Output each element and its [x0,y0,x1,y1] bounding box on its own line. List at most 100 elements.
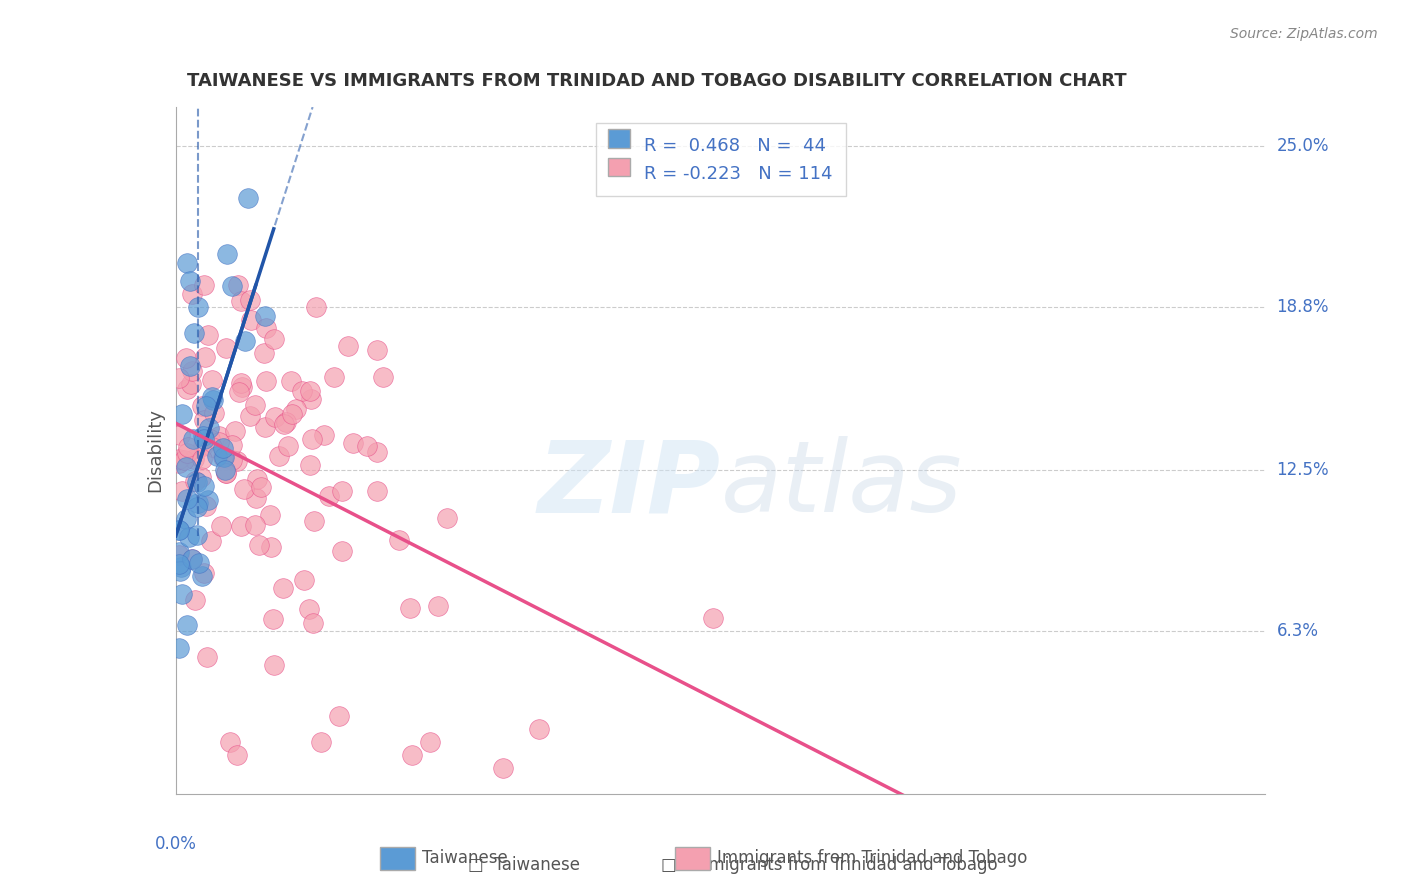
Immigrants from Trinidad and Tobago [201,441,224,455]
Immigrants from Trinidad and Tobago [371,370,394,384]
Immigrants from Trinidad and Tobago [221,453,243,467]
Legend: R =  0.468   N =  44, R = -0.223   N = 114: R = 0.468 N = 44, R = -0.223 N = 114 [596,123,845,196]
Immigrants from Trinidad and Tobago [267,450,290,464]
Immigrants from Trinidad and Tobago [263,657,285,672]
Immigrants from Trinidad and Tobago [388,533,411,547]
Immigrants from Trinidad and Tobago [253,346,276,360]
Taiwanese [193,479,215,493]
Immigrants from Trinidad and Tobago [231,376,253,390]
Immigrants from Trinidad and Tobago [318,489,340,503]
Taiwanese [169,558,191,572]
Immigrants from Trinidad and Tobago [249,480,271,494]
Taiwanese [174,512,197,526]
Immigrants from Trinidad and Tobago [247,538,270,552]
Immigrants from Trinidad and Tobago [195,649,218,664]
Immigrants from Trinidad and Tobago [201,373,224,387]
Immigrants from Trinidad and Tobago [212,450,235,464]
Immigrants from Trinidad and Tobago [330,484,353,499]
Immigrants from Trinidad and Tobago [246,472,269,486]
Immigrants from Trinidad and Tobago [301,432,323,446]
Taiwanese [169,523,191,537]
Immigrants from Trinidad and Tobago [427,599,450,613]
Taiwanese [197,493,219,508]
Immigrants from Trinidad and Tobago [226,454,249,468]
Immigrants from Trinidad and Tobago [193,412,215,426]
Immigrants from Trinidad and Tobago [181,364,204,378]
Immigrants from Trinidad and Tobago [330,544,353,558]
Taiwanese [253,309,276,323]
Taiwanese [181,551,204,566]
Taiwanese [186,528,208,542]
Taiwanese [221,279,243,293]
Immigrants from Trinidad and Tobago [328,709,350,723]
Immigrants from Trinidad and Tobago [260,540,283,554]
Immigrants from Trinidad and Tobago [312,427,335,442]
Immigrants from Trinidad and Tobago [254,374,277,388]
Immigrants from Trinidad and Tobago [274,415,297,429]
Immigrants from Trinidad and Tobago [228,385,250,400]
Immigrants from Trinidad and Tobago [194,350,217,364]
Taiwanese [186,300,209,314]
Immigrants from Trinidad and Tobago [195,500,218,514]
Immigrants from Trinidad and Tobago [169,548,191,562]
Text: Taiwanese: Taiwanese [422,849,508,867]
Immigrants from Trinidad and Tobago [337,339,360,353]
Immigrants from Trinidad and Tobago [224,424,246,438]
Immigrants from Trinidad and Tobago [232,482,254,496]
Immigrants from Trinidad and Tobago [299,392,322,406]
Immigrants from Trinidad and Tobago [291,384,314,399]
Immigrants from Trinidad and Tobago [301,615,323,630]
Immigrants from Trinidad and Tobago [198,432,221,446]
Taiwanese [186,500,208,515]
Immigrants from Trinidad and Tobago [173,452,195,467]
Immigrants from Trinidad and Tobago [292,573,315,587]
Immigrants from Trinidad and Tobago [181,552,204,566]
Taiwanese [187,556,209,570]
Immigrants from Trinidad and Tobago [366,444,388,458]
Immigrants from Trinidad and Tobago [191,399,214,413]
Taiwanese [179,274,201,288]
Immigrants from Trinidad and Tobago [273,417,295,431]
Taiwanese [179,359,201,374]
Text: □  Immigrants from Trinidad and Tobago: □ Immigrants from Trinidad and Tobago [661,855,998,873]
Immigrants from Trinidad and Tobago [304,514,326,528]
Text: 18.8%: 18.8% [1277,298,1329,316]
Immigrants from Trinidad and Tobago [208,435,231,450]
Immigrants from Trinidad and Tobago [184,474,207,488]
Immigrants from Trinidad and Tobago [271,582,294,596]
Immigrants from Trinidad and Tobago [172,484,194,499]
Immigrants from Trinidad and Tobago [169,427,191,442]
Immigrants from Trinidad and Tobago [169,457,191,471]
Taiwanese [215,247,238,261]
Immigrants from Trinidad and Tobago [366,484,388,499]
Immigrants from Trinidad and Tobago [208,429,231,443]
Taiwanese [170,560,193,574]
Immigrants from Trinidad and Tobago [309,735,332,749]
Immigrants from Trinidad and Tobago [280,374,302,388]
Taiwanese [176,618,198,632]
Taiwanese [172,587,194,601]
Taiwanese [193,432,215,446]
Immigrants from Trinidad and Tobago [298,384,321,399]
Immigrants from Trinidad and Tobago [239,293,262,307]
Immigrants from Trinidad and Tobago [180,376,202,391]
Immigrants from Trinidad and Tobago [245,491,267,506]
Taiwanese [169,565,191,579]
Immigrants from Trinidad and Tobago [436,511,458,525]
Taiwanese [198,421,221,435]
Immigrants from Trinidad and Tobago [298,602,321,616]
Text: TAIWANESE VS IMMIGRANTS FROM TRINIDAD AND TOBAGO DISABILITY CORRELATION CHART: TAIWANESE VS IMMIGRANTS FROM TRINIDAD AN… [187,72,1126,90]
Immigrants from Trinidad and Tobago [191,439,214,453]
Taiwanese [169,523,191,537]
Taiwanese [183,326,205,340]
Immigrants from Trinidad and Tobago [231,519,253,533]
Immigrants from Trinidad and Tobago [228,278,250,293]
Immigrants from Trinidad and Tobago [219,735,242,749]
Taiwanese [176,491,198,506]
Taiwanese [187,496,209,510]
Immigrants from Trinidad and Tobago [180,287,202,301]
Text: 6.3%: 6.3% [1277,622,1319,640]
Taiwanese [195,399,218,413]
Immigrants from Trinidad and Tobago [176,446,198,460]
Immigrants from Trinidad and Tobago [191,452,214,467]
